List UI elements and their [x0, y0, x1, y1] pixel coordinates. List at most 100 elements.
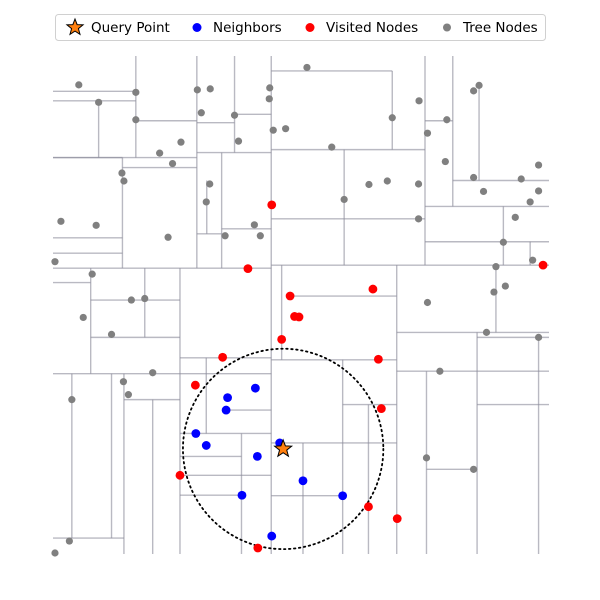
tree-node-point	[221, 232, 229, 240]
tree-node-point	[266, 84, 274, 92]
visited-node-point	[267, 200, 277, 210]
legend-label-neighbors: Neighbors	[213, 20, 282, 36]
legend-entry-tree-nodes: Tree Nodes	[443, 20, 538, 36]
tree-node-point	[415, 97, 423, 105]
tree-node-point	[423, 129, 432, 137]
neighbor-point	[338, 491, 348, 501]
tree-node-point	[441, 157, 449, 166]
tree-node-point	[206, 85, 214, 93]
visited-node-point	[175, 470, 185, 480]
tree-node-point	[141, 294, 149, 303]
search-radius-layer	[182, 347, 385, 551]
tree-node-point	[414, 180, 423, 188]
tree-node-point	[470, 465, 478, 473]
tree-node-point	[149, 369, 157, 377]
legend-entry-query-point: Query Point	[65, 17, 170, 36]
tree-node-point	[303, 63, 311, 72]
tree-node-point	[107, 330, 116, 338]
tree-node-point	[479, 187, 488, 196]
visited-marker-icon	[305, 23, 315, 32]
tree-node-point	[51, 549, 59, 557]
query-point-series	[273, 438, 294, 458]
tree-node-point	[470, 87, 478, 95]
tree-node-point	[365, 180, 373, 189]
tree-node-point	[511, 213, 519, 221]
visited-node-point	[218, 352, 228, 362]
tree-node-point	[118, 169, 126, 177]
visited-node-point	[277, 334, 287, 344]
tree-node-point	[68, 396, 76, 404]
tree-node-point	[95, 98, 103, 106]
tree-node-point	[492, 263, 500, 271]
neighbor-point	[267, 531, 277, 541]
visited-node-point	[376, 404, 386, 413]
tree-node-point	[177, 138, 185, 146]
kd-tree-partition-lines	[53, 56, 549, 554]
tree-node-point	[388, 114, 396, 122]
neighbor-point	[237, 490, 247, 500]
star-icon	[65, 17, 85, 36]
legend: Query Point Neighbors Visited Nodes Tree…	[55, 14, 546, 41]
tree-node-point	[436, 367, 444, 375]
visited-node-point	[368, 284, 378, 294]
legend-label-tree-nodes: Tree Nodes	[462, 20, 538, 36]
tree-node-point	[234, 137, 243, 145]
tree-node-point	[88, 270, 96, 278]
tree-node-point	[75, 81, 83, 89]
tree-node-point	[340, 195, 348, 204]
tree-node-point	[120, 177, 128, 185]
tree-node-point	[490, 288, 498, 296]
visited-node-point	[190, 380, 200, 390]
tree-node-point	[328, 143, 336, 151]
tree-node-point	[132, 88, 140, 96]
legend-entry-visited-nodes: Visited Nodes	[305, 20, 418, 36]
tree-node-point	[499, 238, 507, 246]
neighbor-point	[191, 429, 201, 438]
tree-node-point	[501, 282, 509, 290]
visited-node-point	[373, 354, 383, 364]
tree-node-point	[51, 258, 59, 266]
tree-node-point	[197, 109, 205, 117]
tree-node-point	[193, 86, 201, 94]
neighbor-point	[221, 405, 231, 415]
tree-node-point	[230, 111, 239, 119]
tree-node-point	[164, 233, 172, 241]
visited-node-point	[364, 502, 373, 512]
tree-node-point	[470, 173, 478, 182]
visited-nodes-series	[175, 200, 548, 553]
tree-marker-icon	[443, 23, 451, 32]
tree-node-point	[269, 126, 277, 134]
tree-node-point	[127, 296, 135, 304]
tree-node-point	[250, 221, 258, 229]
tree-node-point	[383, 177, 391, 185]
legend-label-query-point: Query Point	[91, 20, 170, 36]
tree-node-point	[79, 313, 87, 322]
visited-node-point	[243, 264, 253, 274]
neighbor-point	[298, 476, 308, 486]
tree-node-point	[65, 537, 73, 545]
search-radius-circle	[182, 347, 385, 551]
tree-node-point	[534, 161, 543, 169]
tree-node-point	[517, 175, 525, 183]
tree-node-point	[156, 149, 164, 157]
legend-label-visited-nodes: Visited Nodes	[326, 20, 418, 36]
tree-node-point	[282, 125, 290, 133]
tree-node-point	[482, 328, 491, 336]
tree-node-point	[534, 333, 543, 341]
tree-node-point	[57, 217, 65, 225]
tree-node-point	[92, 221, 100, 229]
legend-frame	[55, 14, 546, 41]
tree-node-point	[206, 180, 214, 188]
tree-node-point	[265, 95, 273, 103]
tree-node-point	[132, 116, 140, 124]
visited-node-point	[538, 260, 548, 270]
tree-node-point	[202, 198, 210, 206]
tree-node-point	[475, 81, 483, 89]
tree-nodes-series	[51, 63, 543, 557]
neighbor-point	[201, 441, 211, 450]
visited-node-point	[392, 514, 402, 524]
tree-node-point	[443, 116, 451, 124]
tree-node-point	[414, 215, 423, 223]
tree-node-point	[119, 378, 128, 386]
